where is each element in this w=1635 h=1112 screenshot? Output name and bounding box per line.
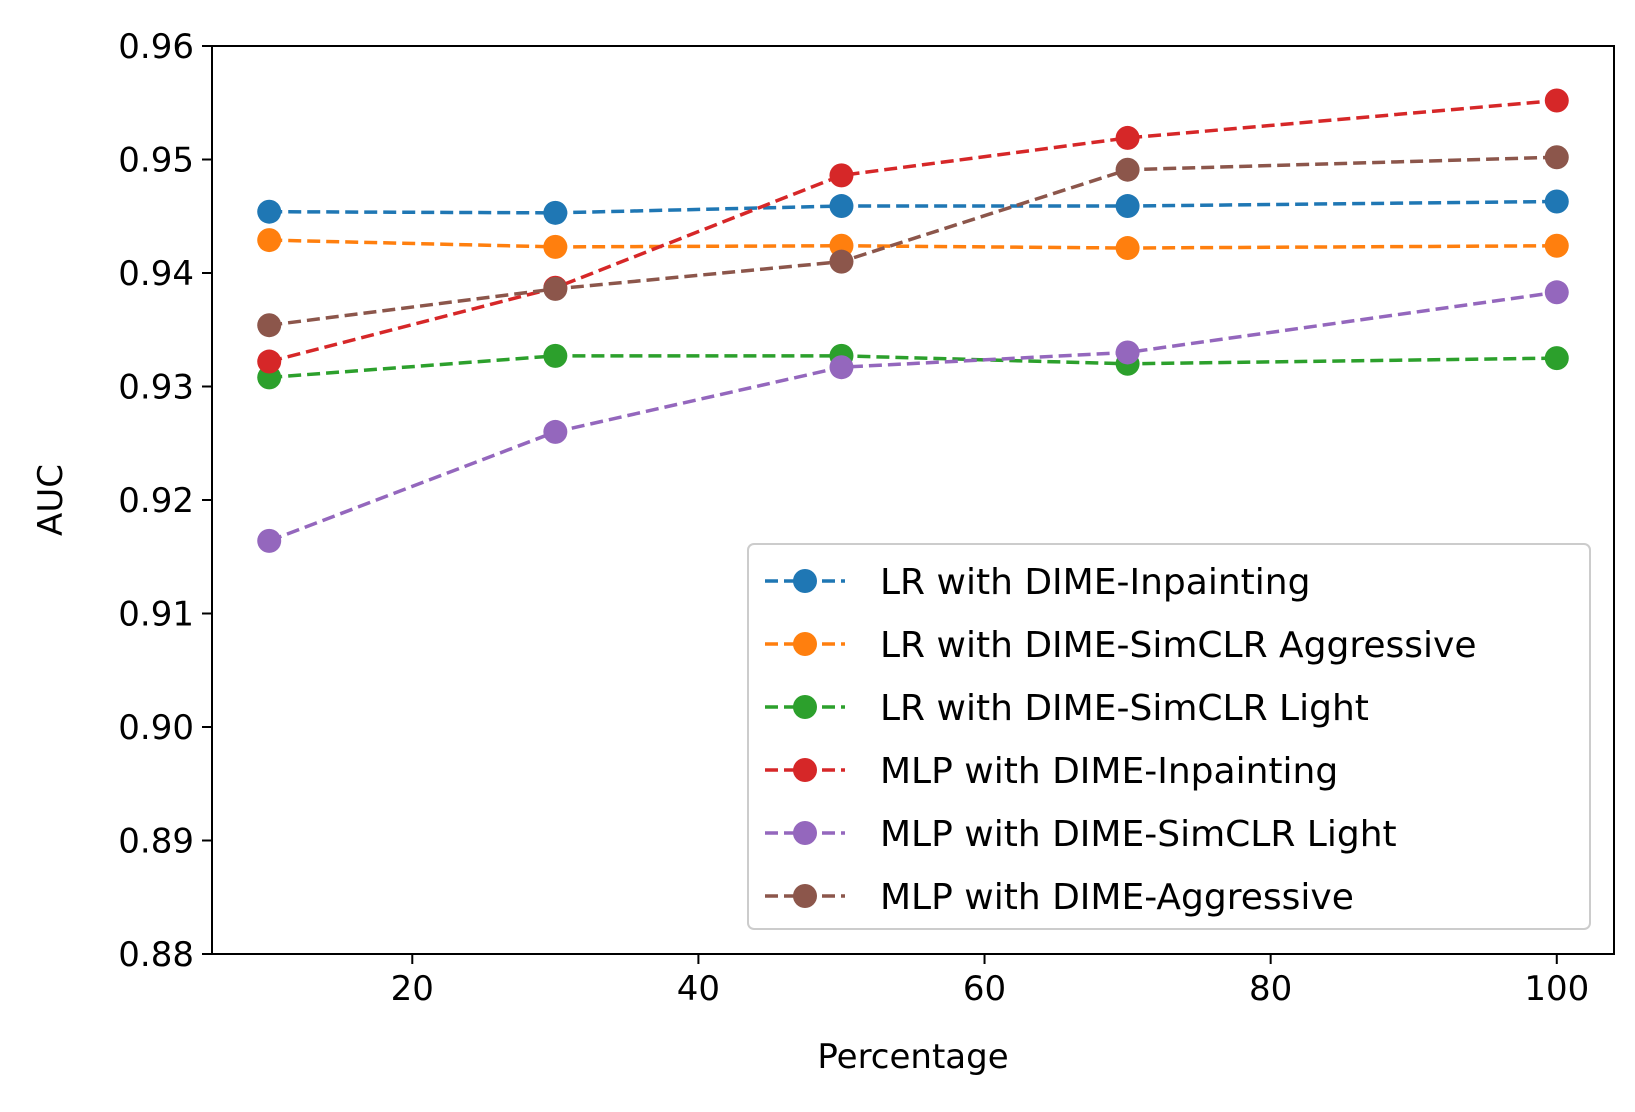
- data-point: [1115, 340, 1140, 365]
- data-point: [543, 419, 568, 444]
- data-point: [257, 349, 282, 374]
- x-tick-label: 100: [1524, 969, 1589, 1009]
- x-axis-ticks: 20 40 60 80 100: [391, 954, 1589, 1009]
- series-line: [268, 98, 1557, 364]
- legend-marker: [793, 632, 817, 656]
- data-point: [1544, 189, 1569, 214]
- series-line: [269, 155, 1557, 327]
- y-tick-label: 0.95: [118, 141, 194, 181]
- series: [257, 189, 1569, 225]
- series-line: [269, 238, 1557, 250]
- data-point: [257, 228, 282, 253]
- legend-marker: [793, 569, 817, 593]
- data-point: [257, 199, 282, 224]
- data-point: [1544, 145, 1569, 170]
- y-tick-label: 0.92: [118, 481, 194, 521]
- legend-item: MLP with DIME-Aggressive: [765, 877, 1354, 918]
- x-tick-label: 60: [963, 969, 1006, 1009]
- data-point: [1544, 233, 1569, 258]
- legend-label: LR with DIME-SimCLR Light: [880, 688, 1369, 729]
- data-point: [543, 234, 568, 259]
- legend-marker: [793, 821, 817, 845]
- y-tick-label: 0.89: [118, 822, 194, 862]
- legend-marker: [793, 758, 817, 782]
- legend-label: MLP with DIME-Aggressive: [880, 877, 1354, 918]
- plot-lines: [257, 88, 1569, 553]
- legend-item: LR with DIME-SimCLR Light: [765, 688, 1369, 729]
- series: [257, 343, 1569, 390]
- y-axis-ticks: 0.88 0.89 0.90 0.91 0.92 0.93 0.94 0.95 0.96: [118, 27, 212, 975]
- legend-item: LR with DIME-SimCLR Aggressive: [765, 625, 1477, 666]
- series: [257, 88, 1569, 374]
- data-point: [257, 313, 282, 338]
- series: [257, 280, 1569, 553]
- y-tick-label: 0.88: [118, 935, 194, 975]
- y-tick-label: 0.93: [118, 368, 194, 408]
- legend-item: MLP with DIME-SimCLR Light: [765, 814, 1397, 855]
- legend-item: MLP with DIME-Inpainting: [765, 751, 1338, 792]
- legend-label: LR with DIME-SimCLR Aggressive: [880, 625, 1477, 666]
- legend-marker: [793, 695, 817, 719]
- data-point: [1544, 346, 1569, 371]
- legend-marker: [793, 884, 817, 908]
- data-point: [1115, 125, 1140, 150]
- data-point: [1115, 157, 1140, 182]
- x-tick-label: 40: [677, 969, 720, 1009]
- y-tick-label: 0.94: [118, 254, 194, 294]
- legend-label: MLP with DIME-SimCLR Light: [880, 814, 1397, 855]
- legend-items: LR with DIME-Inpainting LR with DIME-SimC…: [765, 562, 1477, 918]
- legend-label: LR with DIME-Inpainting: [880, 562, 1310, 603]
- data-point: [829, 249, 854, 274]
- data-point: [1115, 194, 1140, 219]
- data-point: [543, 276, 568, 301]
- data-point: [543, 200, 568, 225]
- series: [257, 228, 1569, 261]
- series-line: [269, 199, 1557, 215]
- data-point: [829, 355, 854, 380]
- data-point: [829, 163, 854, 188]
- x-axis-title: Percentage: [817, 1037, 1008, 1077]
- data-point: [1544, 280, 1569, 305]
- data-point: [257, 528, 282, 553]
- y-tick-label: 0.90: [118, 708, 194, 748]
- legend-label: MLP with DIME-Inpainting: [880, 751, 1338, 792]
- data-point: [543, 343, 568, 368]
- series-line: [269, 354, 1557, 380]
- y-tick-label: 0.96: [118, 27, 194, 67]
- x-tick-label: 20: [391, 969, 434, 1009]
- data-point: [829, 194, 854, 219]
- legend-box: [747, 543, 1591, 930]
- data-point: [1115, 236, 1140, 261]
- y-axis-title: AUC: [31, 464, 71, 536]
- x-tick-label: 80: [1249, 969, 1292, 1009]
- legend: LR with DIME-Inpainting LR with DIME-SimC…: [747, 543, 1591, 930]
- series: [257, 145, 1569, 338]
- y-tick-label: 0.91: [118, 595, 194, 635]
- series-line: [268, 290, 1558, 543]
- data-point: [1544, 88, 1569, 113]
- legend-item: LR with DIME-Inpainting: [765, 562, 1310, 603]
